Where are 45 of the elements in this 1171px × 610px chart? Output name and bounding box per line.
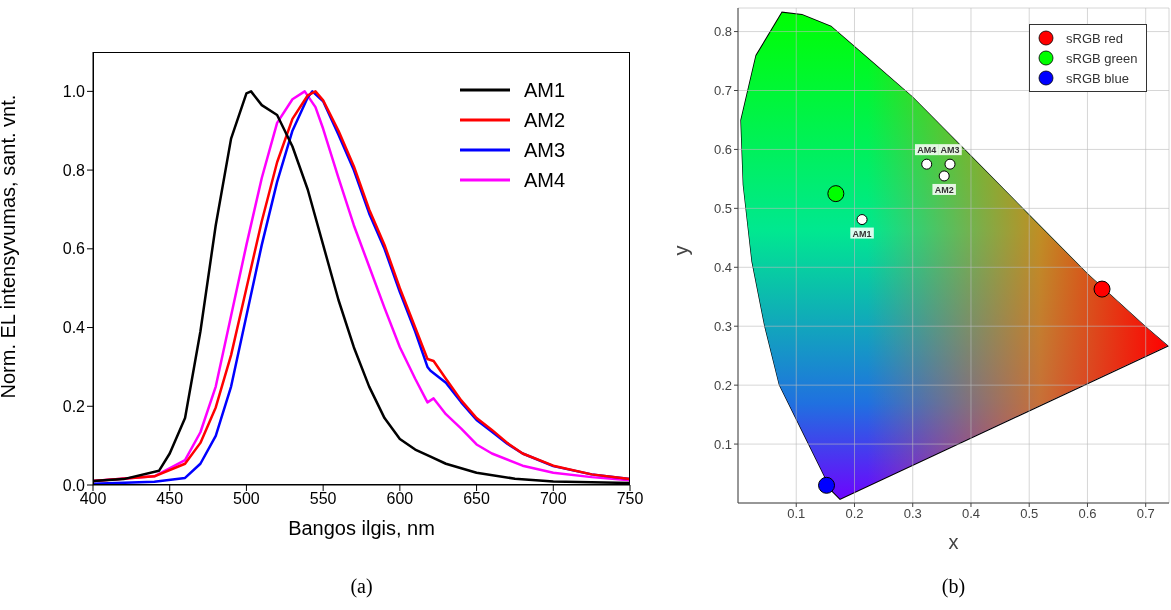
text: (a): [349, 575, 374, 598]
x-tick-label: 550: [309, 490, 337, 508]
y-tick-label: 0.2: [713, 377, 732, 393]
data-label: AM4: [917, 145, 937, 156]
y-tick-label: 0.4: [713, 259, 732, 275]
x-tick-label: 500: [233, 490, 260, 508]
x-tick-label: 0.2: [845, 506, 864, 522]
x-axis-title: Bangos ilgis, nm: [287, 517, 436, 540]
x-tick-label: 600: [386, 490, 414, 508]
y-tick-label: 0.4: [62, 319, 86, 337]
x-tick-label: 0.4: [961, 506, 981, 522]
legend-label: sRGB green: [1066, 50, 1138, 66]
y-tick-label: 0.7: [713, 83, 732, 99]
x-tick-label: 0.7: [1136, 506, 1155, 522]
x-tick-label: 700: [539, 490, 567, 508]
x-tick-label: 650: [463, 490, 491, 508]
x-tick-label: 0.1: [787, 506, 806, 522]
x-tick-label: 450: [156, 490, 184, 508]
y-tick-label: 0.6: [713, 142, 732, 158]
x-tick-label: 750: [616, 490, 644, 508]
text: (b): [940, 575, 967, 598]
legend-label: AM1: [524, 78, 566, 102]
legend-label: AM3: [524, 138, 566, 162]
y-tick-label: 1.0: [62, 83, 86, 101]
x-tick-label: 0.3: [903, 506, 922, 522]
y-tick-label: 0.3: [713, 318, 732, 334]
legend-label: AM2: [524, 108, 566, 132]
y-tick-label: 0.8: [62, 161, 86, 179]
legend-label: sRGB blue: [1066, 70, 1129, 86]
x-axis-title: x: [947, 531, 960, 554]
x-tick-label: 0.5: [1020, 506, 1039, 522]
data-label: AM2: [934, 184, 954, 195]
y-axis-title: y: [670, 245, 693, 256]
y-tick-label: 0.6: [62, 240, 86, 258]
x-tick-label: 0.6: [1078, 506, 1097, 522]
legend-label: AM4: [524, 168, 566, 192]
y-tick-label: 0.8: [713, 24, 732, 40]
legend-label: sRGB red: [1066, 30, 1124, 46]
y-tick-label: 0.2: [62, 397, 86, 415]
data-label: AM1: [852, 228, 872, 239]
data-label: AM3: [940, 145, 960, 156]
y-axis-title: Norm. EL intensyvumas, sant. vnt.: [0, 94, 20, 399]
x-tick-label: 400: [79, 490, 107, 508]
y-tick-label: 0.1: [713, 436, 732, 452]
y-tick-label: 0.5: [713, 200, 732, 216]
